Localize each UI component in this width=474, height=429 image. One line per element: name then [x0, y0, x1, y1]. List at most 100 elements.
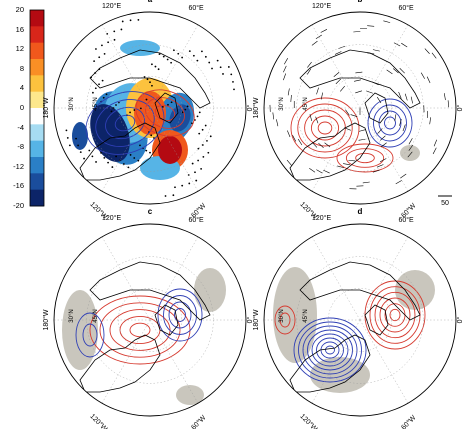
positive-contour — [389, 308, 401, 322]
latitude-label: 30°N — [279, 309, 285, 322]
significance-dot — [204, 124, 207, 127]
significance-dot — [181, 184, 184, 187]
colorbar-tick-label: 12 — [15, 44, 24, 54]
panel-d: 120°E 60°E 0° 60°W 120°W 180°W 30°N 45°N d — [252, 207, 464, 429]
longitude-label: 180°W — [42, 97, 50, 118]
significance-dot — [177, 52, 180, 55]
panel-letter: c — [148, 207, 153, 216]
wind-vector — [443, 93, 446, 101]
land-shading — [310, 357, 370, 393]
positive-contour — [99, 302, 181, 358]
significance-dot — [192, 54, 195, 57]
wind-vector — [392, 68, 399, 74]
wind-vector — [366, 90, 373, 94]
coastline-north-america — [289, 334, 371, 393]
wind-vector — [407, 151, 413, 158]
significance-dot — [198, 132, 201, 135]
significance-dot — [181, 56, 184, 59]
wind-vector — [399, 68, 405, 74]
coastline-eurasia — [89, 49, 211, 109]
significance-dot — [162, 55, 165, 58]
significance-dot — [188, 182, 191, 185]
negative-contour — [302, 325, 358, 375]
coastline-eurasia — [299, 261, 421, 321]
wind-vector — [393, 42, 401, 47]
map-border — [263, 11, 457, 205]
significance-dot — [93, 60, 96, 63]
colorbar-tick-label: -16 — [13, 181, 24, 191]
significance-dot — [208, 61, 211, 64]
significance-dot — [129, 111, 131, 114]
wind-vector — [311, 142, 318, 148]
colorbar-segment — [30, 140, 44, 158]
wind-vector — [283, 73, 287, 81]
coastline-eurasia — [89, 261, 211, 321]
wind-vector — [324, 142, 331, 148]
significance-dot — [115, 155, 117, 158]
positive-contour — [317, 121, 333, 135]
wind-vector — [315, 116, 319, 124]
significance-dot — [202, 156, 205, 158]
significance-dot — [201, 50, 203, 53]
wind-vector — [337, 165, 345, 169]
colorbar-segment — [30, 157, 44, 174]
significance-dot — [209, 135, 212, 138]
wind-vector — [408, 144, 414, 151]
colorbar-segment — [30, 91, 44, 109]
latitude-label: 45°N — [93, 97, 99, 110]
wind-vector — [433, 139, 438, 147]
colorbar-tick-label: -4 — [17, 122, 24, 132]
latitude-label: 30°N — [279, 97, 285, 110]
significance-dot — [120, 28, 123, 31]
wind-vector — [276, 119, 279, 127]
coastline-north-america — [79, 334, 161, 393]
map-area — [54, 12, 246, 204]
longitude-label: 120°W — [88, 412, 109, 429]
negative-contour — [384, 116, 396, 130]
significance-dot — [66, 137, 69, 139]
longitude-label: 180°W — [252, 97, 260, 118]
latitude-label: 45°N — [303, 97, 309, 110]
latitude-label: 30°N — [69, 97, 75, 110]
wind-vector — [386, 69, 393, 75]
positive-contour — [379, 297, 411, 333]
significance-dot — [149, 81, 151, 84]
wind-vector — [307, 68, 312, 75]
positive-contour — [374, 291, 416, 339]
significance-dot — [174, 186, 176, 189]
longitude-label: 60°W — [400, 413, 418, 429]
significance-dot — [115, 104, 117, 106]
significance-dot — [158, 53, 161, 56]
significance-dot — [101, 44, 103, 47]
negative-contour — [75, 312, 105, 358]
coastline-eurasia — [299, 49, 421, 109]
significance-dot — [222, 73, 224, 75]
colorbar-tick-label: 8 — [19, 63, 24, 73]
wind-vector — [309, 114, 313, 122]
colorbar-frame — [29, 9, 45, 207]
colorbar-tick-label: -8 — [17, 142, 24, 152]
significance-dot — [150, 134, 153, 137]
significance-dot — [127, 166, 130, 169]
wind-vector — [376, 96, 382, 104]
significance-dot — [110, 110, 113, 113]
significance-dot — [230, 73, 233, 76]
significance-dot — [166, 58, 169, 61]
longitude-label: 120°E — [312, 2, 331, 10]
significance-dot — [139, 144, 141, 147]
map-area — [264, 12, 456, 204]
land-shading — [62, 290, 98, 370]
colorbar-tick-label: 20 — [15, 5, 24, 14]
wind-vector — [287, 130, 291, 138]
significance-dot — [101, 79, 104, 82]
coastline-greenland — [364, 92, 389, 124]
coastline-greenland — [154, 304, 179, 336]
significance-dot — [113, 30, 116, 33]
wind-vector — [320, 92, 323, 100]
significance-dot — [121, 20, 124, 23]
wind-vector — [377, 128, 383, 134]
negative-contour — [95, 99, 155, 147]
positive-contour — [129, 322, 151, 338]
